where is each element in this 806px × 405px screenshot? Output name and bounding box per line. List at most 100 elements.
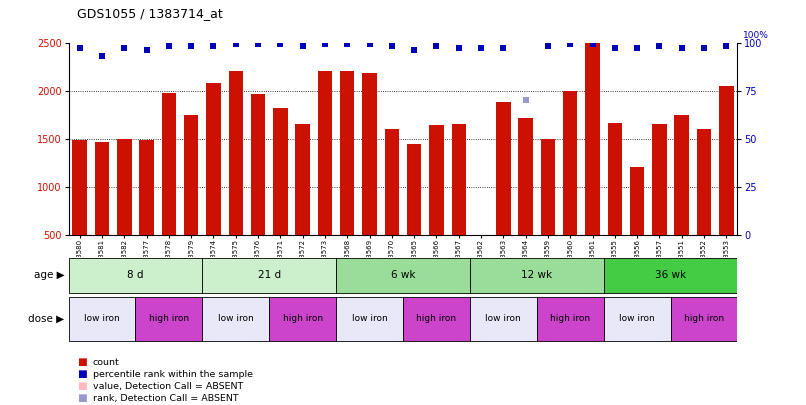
Text: high iron: high iron	[417, 314, 456, 324]
Bar	[697, 129, 711, 235]
Bar	[585, 43, 600, 235]
Bar	[139, 140, 154, 235]
Text: low iron: low iron	[84, 314, 120, 324]
Text: value, Detection Call = ABSENT: value, Detection Call = ABSENT	[93, 382, 243, 391]
Bar	[269, 296, 336, 341]
Point	[162, 43, 176, 49]
Text: dose ▶: dose ▶	[28, 314, 64, 324]
Bar	[384, 129, 399, 235]
Text: high iron: high iron	[149, 314, 189, 324]
Text: count: count	[93, 358, 119, 367]
Bar	[202, 296, 269, 341]
Point	[297, 43, 310, 49]
Bar	[608, 123, 622, 235]
Point	[363, 41, 376, 48]
Text: high iron: high iron	[283, 314, 322, 324]
Text: 12 wk: 12 wk	[521, 271, 552, 280]
Bar	[474, 235, 488, 264]
Text: high iron: high iron	[684, 314, 724, 324]
Point	[274, 41, 287, 48]
Bar	[336, 258, 470, 293]
Bar	[430, 125, 443, 235]
Bar	[675, 115, 689, 235]
Point	[229, 41, 242, 48]
Bar	[206, 83, 221, 235]
Point	[698, 45, 711, 51]
Bar	[604, 296, 671, 341]
Bar	[563, 91, 577, 235]
Bar	[336, 296, 403, 341]
Text: age ▶: age ▶	[34, 271, 64, 280]
Point	[95, 53, 108, 59]
Bar	[403, 296, 470, 341]
Text: high iron: high iron	[550, 314, 590, 324]
Bar	[69, 258, 202, 293]
Bar	[73, 140, 87, 235]
Bar	[407, 143, 422, 235]
Text: low iron: low iron	[351, 314, 388, 324]
Point	[519, 97, 532, 103]
Bar	[69, 296, 135, 341]
Bar	[363, 73, 376, 235]
Text: low iron: low iron	[218, 314, 254, 324]
Point	[630, 45, 643, 51]
Bar	[251, 94, 265, 235]
Bar	[318, 71, 332, 235]
Bar	[671, 296, 737, 341]
Bar	[652, 124, 667, 235]
Bar	[340, 71, 355, 235]
Text: ■: ■	[77, 356, 86, 367]
Bar	[117, 139, 131, 235]
Bar	[162, 92, 176, 235]
Text: low iron: low iron	[619, 314, 655, 324]
Bar	[95, 142, 109, 235]
Bar	[470, 258, 604, 293]
Point	[496, 45, 510, 51]
Bar	[451, 124, 466, 235]
Point	[251, 41, 264, 48]
Point	[452, 45, 465, 51]
Bar	[604, 258, 737, 293]
Bar	[470, 296, 537, 341]
Bar	[537, 296, 604, 341]
Text: GDS1055 / 1383714_at: GDS1055 / 1383714_at	[77, 7, 222, 20]
Point	[140, 47, 153, 53]
Point	[720, 43, 733, 49]
Text: 6 wk: 6 wk	[391, 271, 415, 280]
Bar	[184, 115, 198, 235]
Bar	[630, 166, 644, 235]
Point	[653, 43, 666, 49]
Point	[73, 45, 86, 51]
Text: ■: ■	[77, 369, 86, 379]
Point	[341, 41, 354, 48]
Point	[118, 45, 131, 51]
Text: low iron: low iron	[485, 314, 521, 324]
Bar	[273, 108, 288, 235]
Bar	[496, 102, 510, 235]
Bar	[518, 117, 533, 235]
Bar	[541, 139, 555, 235]
Text: 21 d: 21 d	[258, 271, 280, 280]
Point	[586, 41, 599, 48]
Bar	[719, 86, 733, 235]
Text: 100%: 100%	[743, 31, 769, 40]
Text: rank, Detection Call = ABSENT: rank, Detection Call = ABSENT	[93, 394, 239, 403]
Text: ■: ■	[77, 381, 86, 391]
Text: 36 wk: 36 wk	[655, 271, 686, 280]
Text: ■: ■	[77, 393, 86, 403]
Text: percentile rank within the sample: percentile rank within the sample	[93, 370, 253, 379]
Point	[542, 43, 555, 49]
Point	[207, 43, 220, 49]
Point	[475, 45, 488, 51]
Bar	[135, 296, 202, 341]
Text: 8 d: 8 d	[127, 271, 143, 280]
Point	[430, 43, 443, 49]
Bar	[229, 71, 243, 235]
Point	[609, 45, 621, 51]
Point	[185, 43, 197, 49]
Point	[675, 45, 688, 51]
Point	[408, 47, 421, 53]
Point	[564, 41, 577, 48]
Point	[318, 41, 331, 48]
Bar	[296, 124, 310, 235]
